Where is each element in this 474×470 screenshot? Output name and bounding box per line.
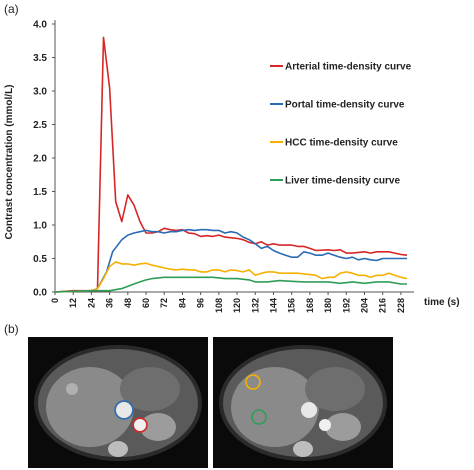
legend-label-hcc: HCC time-density curve: [285, 138, 398, 149]
hcc-roi-marker: [245, 374, 261, 390]
portal-vein: [116, 402, 132, 418]
mri-image-left: [28, 337, 208, 468]
y-tick-label: 0.5: [33, 254, 47, 265]
legend-label-arterial: Arterial time-density curve: [285, 62, 412, 73]
y-axis-label: Contrast concentration (mmol/L): [4, 84, 15, 239]
x-tick-label: 24: [86, 298, 96, 308]
x-tick-label: 132: [250, 298, 260, 313]
x-tick-label: 108: [214, 298, 224, 313]
x-tick-label: 156: [287, 298, 297, 313]
mri-image-right: [213, 337, 393, 468]
arterial-roi-marker: [132, 417, 148, 433]
x-tick-label: 216: [378, 298, 388, 313]
x-tick-label: 144: [268, 298, 278, 313]
x-axis-label: time (s): [424, 297, 460, 308]
x-tick-label: 72: [159, 298, 169, 308]
time-density-chart: 0.0 0.5 1.0 1.5 2.0 2.5 3.0 3.5 4.0 0 12 24 36 48 60 7…: [4, 20, 460, 314]
y-tick-label: 0.0: [33, 288, 47, 299]
liver-region: [231, 367, 319, 447]
y-tick-label: 3.0: [33, 87, 47, 98]
series-line-hcc: [54, 261, 408, 293]
liver-roi-marker: [251, 409, 267, 425]
x-tick-label: 168: [305, 298, 315, 313]
chart-legend: Arterial time-density curve Portal time-d…: [270, 62, 412, 187]
x-tick-label: 84: [177, 298, 187, 308]
y-tick-label: 2.0: [33, 154, 47, 165]
portal-roi-marker: [114, 400, 134, 420]
x-tick-label: 36: [105, 298, 115, 308]
x-tick-label: 96: [196, 298, 206, 308]
x-tick-label: 180: [323, 298, 333, 313]
y-tick-label: 1.5: [33, 187, 47, 198]
series-line-liver: [54, 276, 407, 293]
aorta: [134, 419, 146, 431]
series-line-portal: [54, 228, 407, 293]
legend-label-portal: Portal time-density curve: [285, 100, 405, 111]
x-tick-label: 192: [341, 298, 351, 313]
chart-axes: [52, 20, 414, 295]
x-tick-label: 12: [68, 298, 78, 308]
x-tick-label: 60: [141, 298, 151, 308]
y-tick-label: 4.0: [33, 20, 47, 31]
y-tick-labels: 0.0 0.5 1.0 1.5 2.0 2.5 3.0 3.5 4.0: [33, 20, 47, 299]
y-tick-label: 3.5: [33, 53, 47, 64]
panel-b-label: (b): [4, 322, 19, 336]
x-tick-label: 0: [50, 298, 60, 303]
panel-a-label: (a): [4, 2, 19, 16]
series-line-arterial: [54, 36, 408, 293]
x-tick-label: 120: [232, 298, 242, 313]
y-tick-label: 1.0: [33, 221, 47, 232]
chart-series: [54, 36, 408, 293]
x-tick-labels: 0 12 24 36 48 60 72 84 96 108 120 132 144 156 168 180 19…: [50, 298, 406, 313]
x-tick-label: 228: [396, 298, 406, 313]
y-tick-label: 2.5: [33, 120, 47, 131]
x-tick-label: 204: [359, 298, 369, 313]
x-tick-label: 48: [123, 298, 133, 308]
legend-label-liver: Liver time-density curve: [285, 176, 400, 187]
